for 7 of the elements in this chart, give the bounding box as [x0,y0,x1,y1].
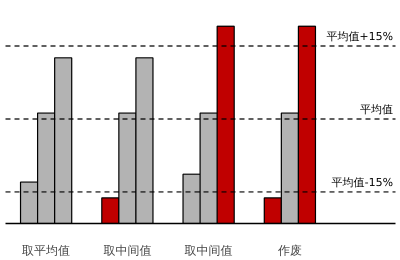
x-tick-label: 作废 [276,244,302,258]
x-tick-label: 取中间值 [184,244,233,258]
ref-line-label: 平均值+15% [326,30,394,43]
x-tick-label: 取平均值 [22,244,70,258]
ref-line-label: 平均值-15% [332,176,394,189]
x-tick-label: 取中间值 [103,244,152,258]
ref-line-label: 平均值 [360,102,394,116]
